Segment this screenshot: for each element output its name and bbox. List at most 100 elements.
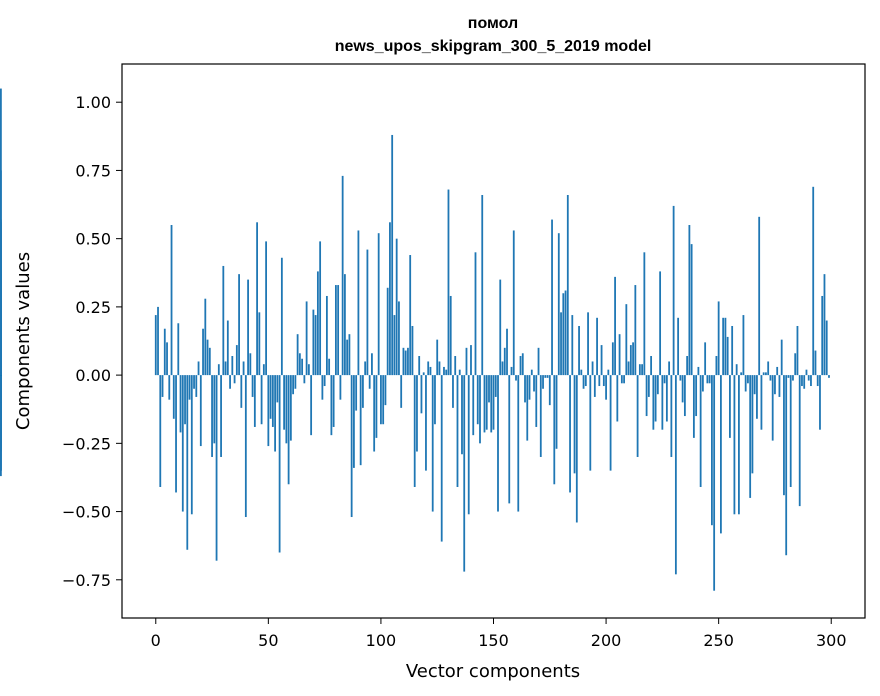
bar [0, 375, 2, 397]
chart-title: помол [468, 15, 518, 32]
bar [798, 375, 801, 507]
bar [0, 350, 2, 376]
bar [688, 225, 691, 376]
bar [747, 375, 749, 384]
bar [159, 375, 162, 487]
bar [449, 295, 452, 376]
bar [199, 375, 202, 447]
bar [382, 375, 385, 425]
bar [242, 361, 245, 376]
bar [674, 375, 677, 575]
bar [652, 375, 655, 430]
bar [756, 375, 758, 419]
bar [479, 375, 481, 444]
bar [562, 293, 565, 376]
bar [521, 353, 524, 376]
bar [296, 334, 299, 376]
bar [220, 375, 222, 457]
bar [614, 276, 616, 376]
bar [287, 375, 290, 485]
bar [267, 375, 270, 447]
bar [537, 347, 540, 376]
bar [316, 271, 319, 376]
bar [751, 375, 754, 474]
bar [616, 375, 619, 422]
y-axis-ticks: −0.75 −0.50 −0.25 0.00 0.25 0.50 0.75 1.00 [62, 93, 122, 590]
bar [708, 375, 711, 384]
bar [571, 315, 574, 376]
bar [260, 375, 263, 425]
bar [344, 274, 346, 376]
bar [665, 375, 668, 422]
bar [774, 375, 776, 395]
bar [749, 375, 752, 498]
bar [530, 369, 533, 376]
bar [463, 375, 466, 572]
bar [168, 375, 171, 400]
bar [445, 369, 448, 376]
bar [735, 364, 738, 376]
x-tick-label: 300 [816, 631, 847, 650]
bar [555, 375, 558, 449]
bar [258, 312, 261, 376]
bar [256, 222, 258, 376]
bar [758, 216, 761, 376]
bar [474, 252, 477, 376]
bar [231, 356, 234, 376]
bar [195, 375, 198, 397]
bar [497, 375, 499, 512]
bar [298, 353, 301, 376]
bar [731, 325, 734, 376]
bar [668, 361, 671, 376]
bar [429, 366, 432, 376]
x-tick-label: 0 [151, 631, 161, 650]
x-tick-label: 100 [366, 631, 397, 650]
bar [240, 375, 243, 408]
bar [690, 244, 693, 376]
bar [303, 375, 306, 384]
bar [222, 265, 225, 376]
bar [274, 375, 276, 452]
bar [413, 375, 416, 487]
y-tick-label: 0.00 [75, 366, 111, 385]
bar [375, 375, 378, 438]
bar [181, 375, 184, 512]
plot-frame [121, 63, 866, 619]
bar [314, 315, 317, 376]
bar [546, 375, 549, 378]
bar [677, 317, 680, 376]
bar [454, 356, 457, 376]
bar [602, 375, 605, 387]
bar [528, 375, 531, 400]
bar [341, 175, 344, 376]
x-tick-label: 50 [258, 631, 278, 650]
bar [294, 375, 297, 389]
bar [726, 336, 729, 376]
bar [197, 361, 200, 376]
y-tick-label: −0.50 [62, 503, 111, 522]
bar [481, 195, 484, 376]
bar [215, 375, 218, 561]
bar [717, 301, 720, 376]
bar [229, 375, 231, 389]
bar [350, 375, 353, 518]
bar [566, 195, 569, 376]
bar [787, 375, 790, 378]
bar [389, 222, 391, 376]
bar [398, 301, 400, 376]
bar [542, 375, 544, 389]
bar [485, 375, 488, 430]
bar [472, 375, 475, 436]
bar [816, 375, 819, 387]
bar [411, 325, 414, 376]
bar [711, 375, 713, 526]
bar [271, 375, 274, 427]
bar [262, 364, 265, 376]
bar [357, 230, 360, 376]
bar [418, 356, 421, 376]
bar [742, 315, 745, 376]
bar [492, 375, 495, 430]
bar [551, 219, 553, 376]
bar [226, 320, 229, 376]
bar [283, 375, 286, 430]
